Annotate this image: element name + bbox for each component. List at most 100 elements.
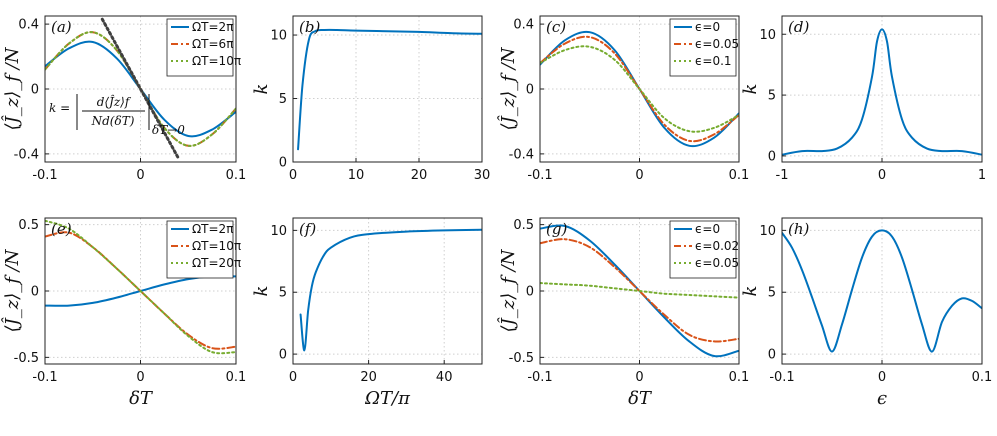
panel-f: 0 20 40 0 5 10 (f) ΩT/π k [251,217,483,409]
y-tick-label: 0 [768,149,776,164]
legend-entry: ϵ=0 [695,222,720,236]
plot-area [293,16,482,162]
legend: ΩT=2π ΩT=6π ΩT=10π [166,18,241,77]
panel-a: -0.1 0 0.10.40-0.4(a)⟨Ĵ_z⟩_f /NΩT=2πΩT=6πΩ… [0,15,247,183]
formula-denominator: Nd(δT) [91,114,135,128]
y-tick-label: 0 [768,348,776,363]
x-axis-label: ϵ [877,388,887,409]
panel-label: (d) [788,18,809,36]
panel-label: (f) [299,220,316,238]
legend-entry: ϵ=0.02 [695,239,739,253]
formula-subscript: δT→0 [152,123,185,137]
y-axis-label: k [251,84,272,95]
y-tick-label: 0 [31,285,39,300]
y-tick-label: 10 [270,224,287,239]
y-tick-label: -0.5 [509,351,534,366]
y-tick-label: 10 [270,29,287,44]
panel-h: -0.1 0 0.1 0 5 10 (h) ϵ k [740,217,993,409]
y-tick-label: 0.4 [18,18,39,33]
y-tick-label: -0.4 [509,147,534,162]
y-tick-label: 0 [279,156,287,171]
legend-entry: ΩT=2π [192,222,233,236]
x-tick-label: 0.1 [226,168,247,183]
legend-entry: ΩT=6π [192,37,233,51]
y-axis-label: ⟨Ĵ_z⟩_f /N [496,248,519,332]
y-axis-label: k [740,286,761,297]
panel-c: -0.1 0 0.10.40-0.4(c)⟨Ĵ_z⟩_f /Nϵ=0ϵ=0.05ϵ=… [496,15,749,183]
x-axis-label: δT [628,388,653,409]
legend: ϵ=0 ϵ=0.02 ϵ=0.05 [669,220,739,279]
y-tick-label: 0.4 [513,18,534,33]
legend: ΩT=2π ΩT=10π ΩT=20π [166,220,241,279]
panel-label: (g) [546,220,567,238]
x-axis-label: δT [129,388,154,409]
x-tick-label: 20 [411,168,428,183]
y-tick-label: 0.5 [18,218,39,233]
y-tick-label: 0 [31,83,39,98]
series-line [540,282,739,299]
y-tick-label: -0.5 [14,351,39,366]
panel-b: 0 10 20 30 0 5 10 (b) k [251,15,490,183]
legend-entry: ϵ=0 [695,20,720,34]
panel-e: -0.1 0 0.1 0.5 0 -0.5 (e) δT ⟨Ĵ_z⟩_f /N ΩT=2π ΩT=1… [0,217,247,409]
y-tick-label: 10 [759,224,776,239]
x-tick-label: 0 [635,168,643,183]
x-tick-label: 0 [136,370,144,385]
y-tick-label: 5 [279,92,287,107]
x-tick-label: -0.1 [527,370,552,385]
legend: ϵ=0 ϵ=0.05 ϵ=0.1 [669,18,739,77]
panel-label: (a) [51,18,72,36]
legend-box [166,220,234,279]
y-tick-label: 0 [279,348,287,363]
legend-box [166,18,234,77]
series-line [782,28,982,156]
x-tick-label: 40 [436,370,453,385]
y-tick-label: 0 [526,83,534,98]
x-tick-label: 10 [348,168,365,183]
panel-label: (b) [299,18,320,36]
legend-entry: ϵ=0.1 [695,54,732,68]
x-tick-label: 1 [978,168,986,183]
panel-label: (h) [788,220,810,238]
panel-label: (e) [51,220,72,238]
y-tick-label: 5 [768,89,776,104]
y-tick-label: 5 [768,286,776,301]
y-tick-label: 0.5 [513,218,534,233]
series-line [299,228,482,352]
x-axis-label: ΩT/π [364,388,411,409]
x-tick-label: 0.1 [972,370,993,385]
y-axis-label: ⟨Ĵ_z⟩_f /N [0,46,23,130]
y-axis-label: ⟨Ĵ_z⟩_f /N [0,248,23,332]
legend-entry: ΩT=10π [192,239,241,253]
series-line [100,17,181,161]
legend-entry: ϵ=0.05 [695,37,739,51]
y-tick-label: -0.4 [14,147,39,162]
series-line [45,219,236,355]
y-axis-label: k [251,286,272,297]
x-tick-label: 0.1 [729,370,750,385]
y-tick-label: 5 [279,286,287,301]
legend-box [669,18,737,77]
legend-entry: ϵ=0.05 [695,256,739,270]
formula-numerator: d⟨Ĵz⟩f [97,94,132,109]
series-line [297,28,482,151]
x-tick-label: 0 [289,168,297,183]
y-tick-label: 10 [759,28,776,43]
legend-entry: ΩT=2π [192,20,233,34]
y-axis-label: ⟨Ĵ_z⟩_f /N [496,46,519,130]
x-tick-label: 0.1 [226,370,247,385]
y-axis-label: k [740,84,761,95]
plot-area [293,218,482,364]
panel-label: (c) [546,18,566,36]
legend-entry: ΩT=10π [192,54,241,68]
series-line [45,31,236,147]
x-tick-label: 0 [136,168,144,183]
panel-g: -0.1 0 0.1 0.5 0 -0.5 (g) δT ⟨Ĵ_z⟩_f /N ϵ=0 ϵ=0.02… [496,217,750,409]
series-line [540,45,739,133]
x-tick-label: -0.1 [32,168,57,183]
axes-frame [292,15,483,163]
legend-box [669,220,737,279]
x-tick-label: -0.1 [527,168,552,183]
x-tick-label: 20 [360,370,377,385]
